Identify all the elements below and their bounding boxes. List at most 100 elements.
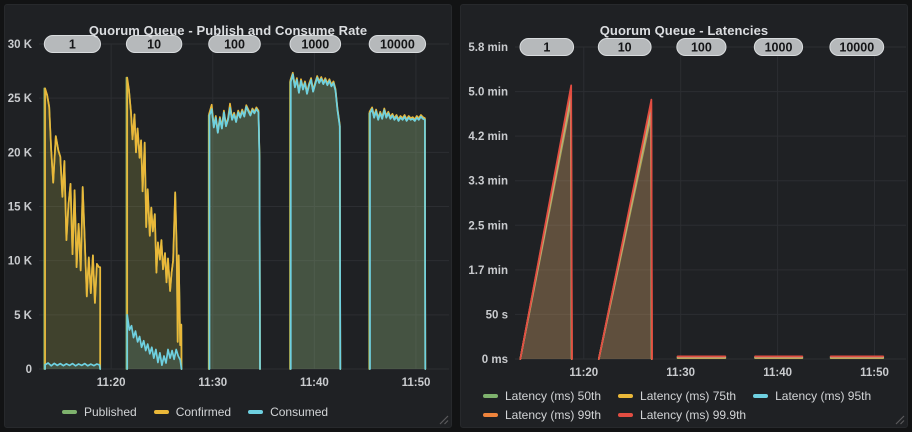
series-line-consumed (289, 73, 342, 370)
legend-swatch (483, 394, 498, 398)
annotation-region-1000[interactable]: 1000 (753, 38, 804, 56)
legend-label: Confirmed (175, 405, 232, 419)
legend-item-confirmed[interactable]: Confirmed (153, 405, 232, 419)
x-tick-label: 11:50 (402, 377, 431, 389)
series-area-published (290, 74, 341, 370)
annotation-label: 1000 (765, 41, 793, 55)
series-line-latency-ms-99-9th (597, 98, 653, 360)
panel-publish-consume-rate: Quorum Queue - Publish and Consume Rate … (4, 4, 452, 428)
y-tick-label: 5.8 min (468, 42, 508, 54)
legend-item-latency-ms-95th[interactable]: Latency (ms) 95th (753, 389, 871, 403)
y-tick-label: 5.0 min (468, 87, 508, 99)
y-tick-label: 4.2 min (468, 131, 508, 143)
legend-swatch (483, 413, 498, 417)
series-line-latency-ms-99-9th (519, 84, 573, 360)
series-line-confirmed (44, 87, 102, 370)
x-tick-label: 11:40 (763, 367, 792, 379)
annotation-label: 10 (147, 38, 161, 52)
series-area-published (369, 109, 426, 369)
legend-swatch (753, 394, 769, 398)
legend-item-consumed[interactable]: Consumed (248, 405, 328, 419)
series-line-consumed (369, 108, 427, 370)
series-line-consumed (44, 362, 102, 370)
annotation-label: 100 (224, 38, 245, 52)
legend-label: Latency (ms) 75th (640, 389, 737, 403)
annotation-label: 1 (69, 38, 76, 52)
series-line-confirmed (126, 76, 183, 370)
panel-resize-handle[interactable] (439, 415, 449, 425)
annotation-region-100[interactable]: 100 (676, 38, 727, 56)
series-line-consumed (126, 313, 183, 370)
annotation-region-10[interactable]: 10 (597, 38, 652, 56)
legend-label: Consumed (270, 405, 329, 419)
panel-title[interactable]: Quorum Queue - Publish and Consume Rate (88, 22, 368, 38)
series-area-confirmed (369, 107, 426, 370)
y-tick-label: 20 K (8, 147, 33, 159)
annotation-region-10000[interactable]: 10000 (368, 35, 427, 53)
legend-row: Latency (ms) 99th Latency (ms) 99.9th (483, 408, 871, 422)
series-line-consumed (208, 105, 261, 370)
series-area-confirmed (45, 88, 101, 370)
x-tick-label: 11:20 (97, 377, 126, 389)
legend-item-latency-ms-75th[interactable]: Latency (ms) 75th (618, 389, 736, 403)
x-tick-label: 11:50 (860, 367, 889, 379)
y-tick-label: 30 K (8, 39, 33, 51)
y-tick-label: 5 K (14, 310, 33, 322)
y-tick-label: 0 ms (482, 354, 508, 366)
legend-row: Latency (ms) 50th Latency (ms) 75th Latenc… (483, 389, 871, 403)
x-tick-label: 11:30 (198, 377, 227, 389)
legend-label: Latency (ms) 99.9th (640, 408, 747, 422)
legend-label: Published (84, 405, 137, 419)
annotation-region-1000[interactable]: 1000 (289, 35, 342, 53)
legend-swatch (618, 413, 634, 417)
annotation-region-10000[interactable]: 10000 (829, 38, 885, 56)
legend-row: Published Confirmed Consumed (62, 405, 328, 419)
y-tick-label: 2.5 min (468, 220, 508, 232)
y-tick-label: 25 K (8, 93, 33, 105)
series-area-published (44, 88, 101, 370)
annotation-region-100[interactable]: 100 (208, 35, 261, 53)
x-tick-label: 11:40 (300, 377, 329, 389)
series-area-confirmed (290, 72, 341, 369)
annotation-region-1[interactable]: 1 (519, 38, 575, 56)
x-tick-label: 11:30 (666, 367, 695, 379)
series-area-consumed (209, 106, 260, 370)
annotation-label: 100 (691, 41, 712, 55)
legend-label: Latency (ms) 95th (775, 389, 872, 403)
rate-chart-legend: Published Confirmed Consumed (62, 405, 328, 419)
panel-resize-handle[interactable] (895, 415, 905, 425)
legend-item-published[interactable]: Published (62, 405, 137, 419)
x-tick-label: 11:20 (569, 367, 598, 379)
legend-label: Latency (ms) 50th (505, 389, 602, 403)
y-tick-label: 50 s (486, 309, 508, 321)
series-area-published (208, 106, 260, 370)
series-area-confirmed (209, 103, 260, 369)
legend-swatch (62, 410, 77, 414)
legend-item-latency-ms-99-9th[interactable]: Latency (ms) 99.9th (618, 408, 746, 422)
legend-item-latency-ms-50th[interactable]: Latency (ms) 50th (483, 389, 601, 403)
legend-swatch (248, 410, 264, 414)
publish-consume-rate-chart[interactable]: 1 10 100 1000 10000 0 5 K 10 K 15 K 20 K 25 K 30 K 1… (5, 5, 451, 427)
latency-chart-legend: Latency (ms) 50th Latency (ms) 75th Latenc… (483, 389, 871, 422)
annotation-label: 10 (618, 41, 632, 55)
y-tick-label: 0 (26, 364, 32, 376)
annotation-region-1[interactable]: 1 (43, 35, 101, 53)
panel-title[interactable]: Quorum Queue - Latencies (599, 22, 769, 38)
legend-item-latency-ms-99th[interactable]: Latency (ms) 99th (483, 408, 601, 422)
y-tick-label: 15 K (8, 202, 33, 214)
legend-swatch (153, 410, 169, 414)
series-area-consumed (290, 74, 341, 370)
annotation-label: 1 (543, 41, 550, 55)
annotation-label: 1000 (301, 38, 329, 52)
panel-latencies: Quorum Queue - Latencies 1 10 100 1000 10000… (460, 4, 908, 428)
y-tick-label: 3.3 min (468, 176, 508, 188)
latencies-chart[interactable]: 1 10 100 1000 10000 0 ms 50 s 1.7 min 2.5 min 3.3… (461, 5, 907, 427)
legend-label: Latency (ms) 99th (505, 408, 602, 422)
series-area-consumed (370, 109, 426, 369)
y-tick-label: 1.7 min (468, 265, 508, 277)
annotation-label: 10000 (839, 41, 874, 55)
legend-swatch (618, 394, 634, 398)
annotation-region-10[interactable]: 10 (125, 35, 183, 53)
y-tick-label: 10 K (8, 256, 33, 268)
